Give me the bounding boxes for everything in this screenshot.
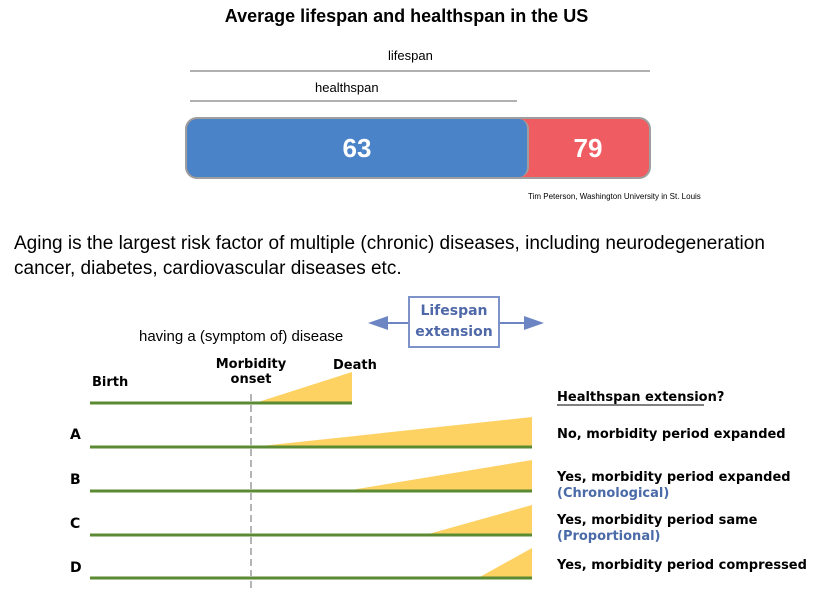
arrow-left-icon (368, 316, 388, 330)
row-letter-a: A (70, 427, 81, 443)
death-label: Death (333, 358, 377, 373)
extension-line1: Lifespan (420, 303, 488, 319)
lifespan-line (190, 70, 650, 72)
answer-a-text: No, morbidity period expanded (557, 427, 786, 442)
arrow-right-icon (524, 316, 544, 330)
answer-b: Yes, morbidity period expanded (Chronolo… (557, 470, 791, 502)
answer-c-text: Yes, morbidity period same (557, 513, 758, 528)
lifespan-label: lifespan (388, 48, 433, 63)
credit-text: Tim Peterson, Washington University in S… (528, 192, 701, 201)
statement-text: Aging is the largest risk factor of mult… (14, 233, 765, 279)
lifespan-extension-box: Lifespan extension (408, 296, 500, 348)
healthspan-value: 63 (342, 132, 372, 163)
healthspan-label: healthspan (315, 80, 379, 95)
row-letter-b: B (70, 472, 81, 488)
row-letter-c: C (70, 516, 81, 532)
chart-title: Average lifespan and healthspan in the U… (224, 6, 589, 26)
answer-b-sub: (Chronological) (557, 486, 670, 501)
morbidity-wedge-a (252, 417, 532, 447)
extension-line2: extension (415, 324, 493, 340)
answer-b-text: Yes, morbidity period expanded (557, 470, 791, 485)
answer-a: No, morbidity period expanded (557, 427, 786, 443)
morbidity-line2: onset (230, 372, 272, 387)
morbidity-wedge-b (345, 460, 532, 491)
row-letter-d: D (70, 560, 82, 576)
question-label: Healthspan extension? (557, 390, 725, 405)
healthspan-line (190, 100, 517, 102)
morbidity-wedge-c (425, 505, 532, 535)
healthspan-bar-segment (187, 119, 529, 177)
birth-label: Birth (92, 375, 129, 390)
disease-text: having a (symptom of) disease (139, 328, 344, 345)
answer-d: Yes, morbidity period compressed (557, 558, 807, 574)
morbidity-wedge-d (478, 548, 532, 578)
lifespan-value: 79 (573, 132, 603, 163)
answer-c-sub: (Proportional) (557, 529, 661, 544)
lifespan-bar: 63 79 (185, 117, 651, 179)
morbidity-wedge-reference (252, 372, 352, 404)
morbidity-onset-label: Morbidity onset (214, 357, 288, 387)
answer-c: Yes, morbidity period same (Proportional… (557, 513, 758, 545)
morbidity-line1: Morbidity (215, 357, 287, 372)
answer-d-text: Yes, morbidity period compressed (557, 558, 807, 573)
